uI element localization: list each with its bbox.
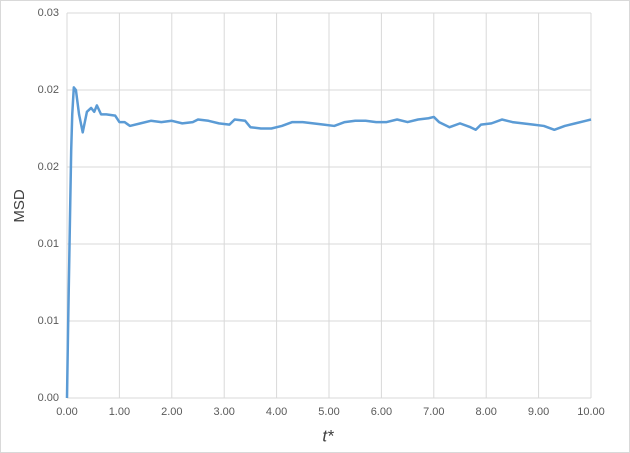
y-axis-label: MSD (11, 189, 28, 223)
x-tick-label: 8.00 (475, 406, 496, 418)
data-line (65, 86, 592, 399)
x-tick-label: 10.00 (577, 406, 605, 418)
x-tick-label: 5.00 (318, 406, 339, 418)
x-tick-label: 0.00 (56, 406, 77, 418)
y-tick-label: 0.01 (38, 315, 59, 327)
x-tick-label: 9.00 (528, 406, 549, 418)
y-tick-label: 0.03 (38, 7, 59, 19)
x-tick-label: 6.00 (371, 406, 392, 418)
y-tick-label: 0.02 (38, 161, 59, 173)
x-tick-label: 4.00 (266, 406, 287, 418)
y-tick-label: 0.00 (38, 392, 59, 404)
x-tick-label: 2.00 (161, 406, 182, 418)
x-axis-label: t* (322, 426, 335, 445)
y-tick-label: 0.02 (38, 84, 59, 96)
x-tick-label: 3.00 (213, 406, 234, 418)
y-tick-label: 0.01 (38, 238, 59, 250)
x-tick-label: 1.00 (109, 406, 130, 418)
x-tick-label: 7.00 (423, 406, 444, 418)
